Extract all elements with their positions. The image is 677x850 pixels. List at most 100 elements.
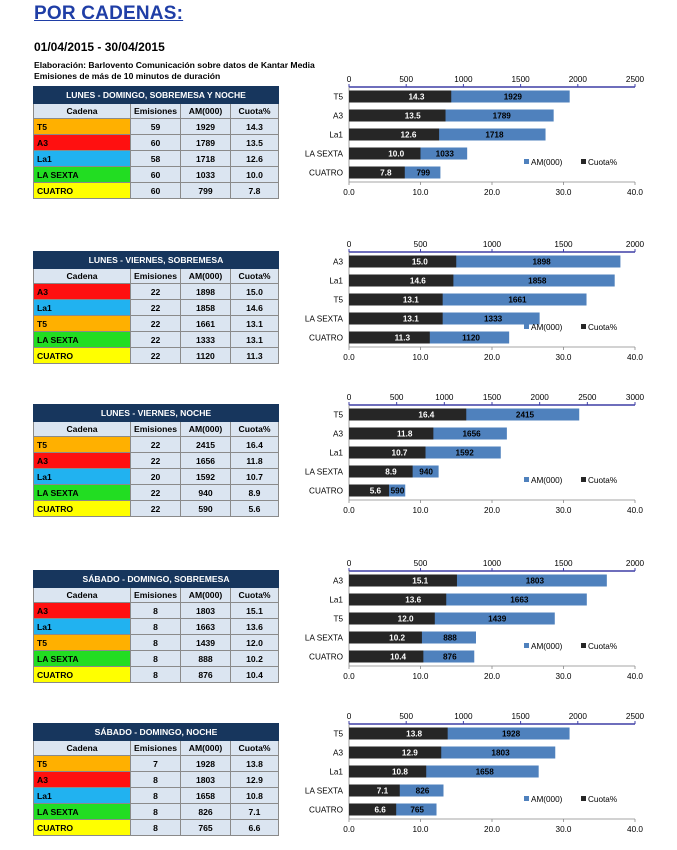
table-title: SÁBADO - DOMINGO, SOBREMESA <box>33 570 279 588</box>
legend-label-cuota: Cuota% <box>588 476 617 485</box>
legend-label-am: AM(000) <box>531 476 563 485</box>
am-data-label: 1928 <box>502 730 521 739</box>
cuota-data-label: 11.3 <box>395 334 411 343</box>
top-tick-label: 2000 <box>626 240 645 249</box>
bottom-tick-label: 30.0 <box>556 506 572 515</box>
cuota-cell: 6.6 <box>230 819 279 836</box>
cuota-data-label: 13.6 <box>405 596 421 605</box>
cadena-cell: T5 <box>33 118 131 135</box>
bottom-tick-label: 30.0 <box>556 188 572 197</box>
table-row: A3 60 1789 13.5 <box>33 134 279 151</box>
cuota-cell: 13.5 <box>230 134 279 151</box>
cuota-data-label: 13.1 <box>403 296 419 305</box>
cuota-bar <box>349 312 443 325</box>
cuota-cell: 13.6 <box>230 618 279 635</box>
cuota-data-label: 16.4 <box>418 411 434 420</box>
am-cell: 1803 <box>180 771 231 788</box>
category-label: CUATRO <box>309 169 343 178</box>
table-row: La1 8 1658 10.8 <box>33 787 279 804</box>
cuota-cell: 10.2 <box>230 650 279 667</box>
chart-section: LUNES - VIERNES, NOCHE Cadena Emisiones AM(… <box>0 393 677 529</box>
cuota-data-label: 15.1 <box>412 577 428 586</box>
cuota-bar <box>349 765 427 778</box>
cuota-cell: 5.6 <box>230 500 279 517</box>
legend-label-cuota: Cuota% <box>588 642 617 651</box>
top-tick-label: 1500 <box>554 240 573 249</box>
legend-swatch-cuota <box>581 324 586 329</box>
bottom-tick-label: 20.0 <box>484 506 500 515</box>
cuota-bar <box>349 803 397 816</box>
cuota-cell: 8.9 <box>230 484 279 501</box>
bottom-tick-label: 10.0 <box>413 188 429 197</box>
legend-swatch-cuota <box>581 477 586 482</box>
bottom-tick-label: 0.0 <box>343 825 355 834</box>
cuota-data-label: 14.3 <box>409 93 425 102</box>
cuota-data-label: 12.6 <box>400 131 416 140</box>
am-data-label: 1803 <box>491 749 510 758</box>
table-row: CUATRO 22 1120 11.3 <box>33 347 279 364</box>
category-label: A3 <box>333 749 343 758</box>
top-tick-label: 0 <box>347 712 352 721</box>
am-cell: 1658 <box>180 787 231 804</box>
category-label: A3 <box>333 258 343 267</box>
emisiones-cell: 59 <box>130 118 181 135</box>
cuota-data-label: 15.0 <box>412 258 428 267</box>
top-tick-label: 1000 <box>483 240 502 249</box>
bottom-tick-label: 20.0 <box>484 353 500 362</box>
cuota-cell: 10.4 <box>230 666 279 683</box>
bottom-tick-label: 40.0 <box>627 188 643 197</box>
cuota-data-label: 5.6 <box>370 487 382 496</box>
cuota-data-label: 14.6 <box>410 277 426 286</box>
am-data-label: 1120 <box>462 334 480 343</box>
col-header-emisiones: Emisiones <box>130 103 181 119</box>
am-data-label: 1656 <box>462 430 481 439</box>
bar-chart: 0 500 1000 1500 2000 0.0 10.0 20.0 30.0 40.0 A3 180… <box>305 559 645 681</box>
category-label: T5 <box>333 93 343 102</box>
am-data-label: 1658 <box>476 768 495 777</box>
bottom-tick-label: 40.0 <box>627 672 643 681</box>
cuota-cell: 10.7 <box>230 468 279 485</box>
am-cell: 590 <box>180 500 231 517</box>
top-tick-label: 1500 <box>554 559 573 568</box>
legend-swatch-am <box>524 643 529 648</box>
cuota-cell: 7.8 <box>230 182 279 199</box>
cuota-data-label: 10.2 <box>389 634 405 643</box>
date-range: 01/04/2015 - 30/04/2015 <box>34 40 165 54</box>
table-row: A3 22 1898 15.0 <box>33 283 279 300</box>
table-row: LA SEXTA 8 888 10.2 <box>33 650 279 667</box>
table-title: LUNES - DOMINGO, SOBREMESA Y NOCHE <box>33 86 279 104</box>
col-header-cadena: Cadena <box>33 740 131 756</box>
am-data-label: 1663 <box>510 596 529 605</box>
am-data-label: 876 <box>443 653 457 662</box>
legend-swatch-am <box>524 324 529 329</box>
cuota-bar <box>349 128 440 141</box>
category-label: La1 <box>329 277 343 286</box>
cadena-cell: LA SEXTA <box>33 803 131 820</box>
bottom-tick-label: 10.0 <box>413 506 429 515</box>
cadena-cell: LA SEXTA <box>33 331 131 348</box>
table-row: A3 8 1803 12.9 <box>33 771 279 788</box>
cadena-cell: La1 <box>33 299 131 316</box>
emisiones-cell: 22 <box>130 331 181 348</box>
cuota-bar <box>349 293 443 306</box>
top-tick-label: 500 <box>399 712 413 721</box>
top-tick-label: 1000 <box>435 393 454 402</box>
legend-label-cuota: Cuota% <box>588 323 617 332</box>
cadena-cell: LA SEXTA <box>33 166 131 183</box>
am-data-label: 799 <box>416 169 430 178</box>
cuota-data-label: 6.6 <box>374 806 386 815</box>
data-table: LUNES - DOMINGO, SOBREMESA Y NOCHE Cadena… <box>33 86 279 199</box>
am-data-label: 888 <box>443 634 457 643</box>
chart-section: LUNES - DOMINGO, SOBREMESA Y NOCHE Cadena… <box>0 75 677 211</box>
category-label: T5 <box>333 615 343 624</box>
category-label: A3 <box>333 577 343 586</box>
emisiones-cell: 22 <box>130 452 181 469</box>
legend-swatch-am <box>524 159 529 164</box>
am-cell: 765 <box>180 819 231 836</box>
top-tick-label: 1500 <box>511 75 530 84</box>
top-tick-label: 1000 <box>454 712 473 721</box>
emisiones-cell: 8 <box>130 787 181 804</box>
bottom-tick-label: 0.0 <box>343 353 355 362</box>
col-header-am: AM(000) <box>180 268 231 284</box>
bottom-tick-label: 0.0 <box>343 672 355 681</box>
